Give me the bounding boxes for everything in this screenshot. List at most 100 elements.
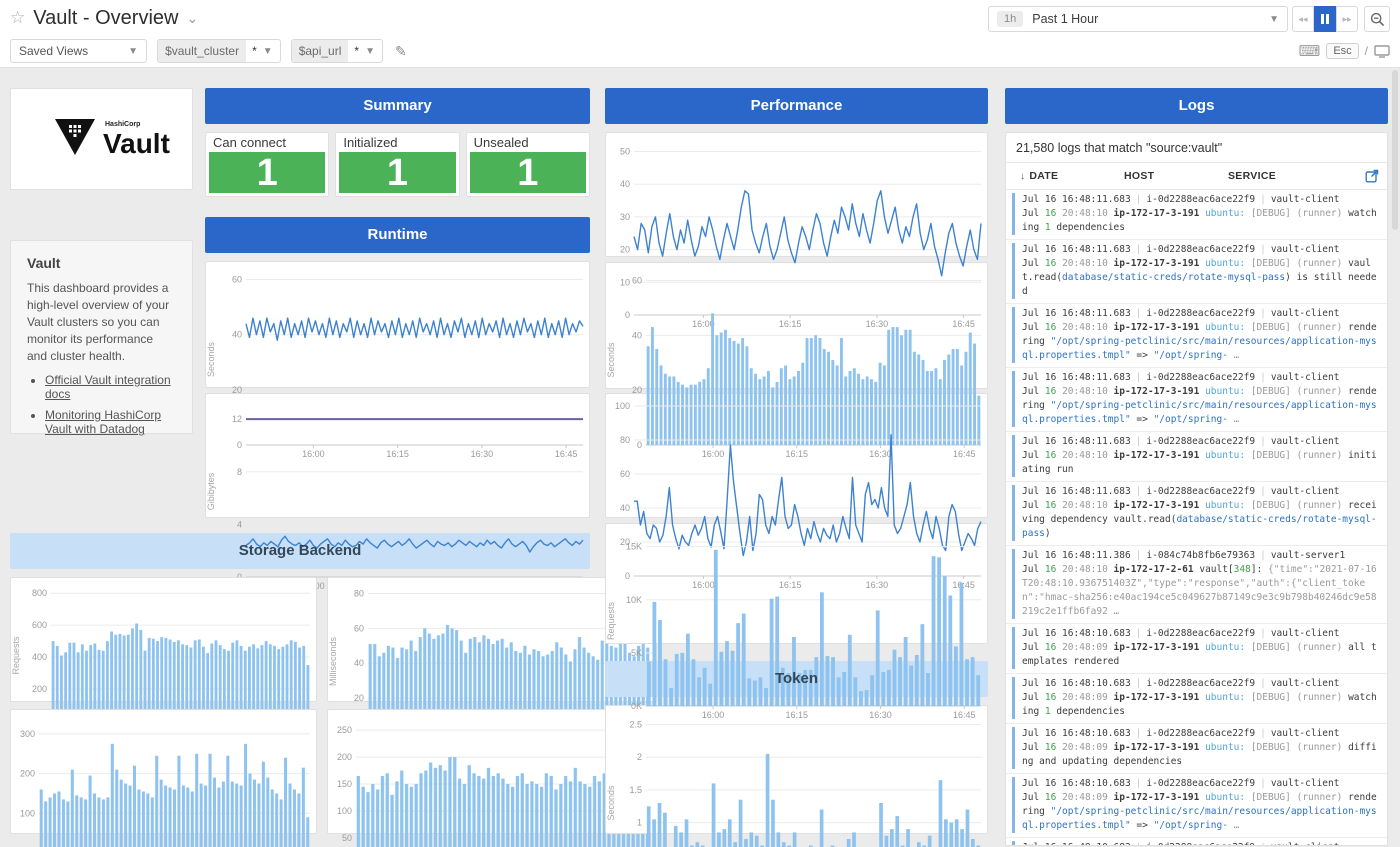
time-backward-button[interactable]: ◂◂ [1292,6,1314,32]
stat-initialized[interactable]: Initialized 1 [335,132,460,197]
stat-value: 1 [469,152,586,193]
chart-consul-delete[interactable]: Consul DELETE duration over vault_cluste… [326,709,658,847]
log-service: vault-client [1270,486,1340,497]
note-link-item: Monitoring HashiCorp Vault with Datadog [45,408,176,436]
tv-mode-icon[interactable] [1374,44,1390,58]
time-forward-button[interactable]: ▸▸ [1336,6,1358,32]
chart-number-of-login-requests[interactable]: Number of login requests over vault_clus… [605,523,988,721]
log-service: vault-server1 [1270,550,1346,561]
log-host: i-0d2288eac6ace22f9 [1146,436,1256,447]
chart-number-of-requests[interactable]: Number of requests over vault_cluster:*,… [605,262,988,460]
log-date: Jul 16 16:48:11.683 [1022,436,1131,447]
log-service: vault-client [1270,728,1340,739]
stat-value: 1 [209,152,326,193]
log-row-meta: Jul 16 16:48:11.683 | i-0d2288eac6ace22f9 |… [1022,308,1340,319]
edit-pencil-icon[interactable]: ✎ [394,42,407,59]
logs-column-date[interactable]: ↓ DATE [1020,170,1059,182]
chart-title: Consul LIST duration over vault_cluster:… [328,578,657,584]
chart-consul-put[interactable]: Consul PUT duration over vault_cluster:*… [10,709,317,847]
var-value: * [252,44,257,58]
chart-title: Number of requests over vault_cluster:*,… [606,263,987,269]
chart-token-created[interactable]: Number of token created over vault_clust… [605,705,988,847]
log-row[interactable]: Jul 16 16:48:11.386 | i-084c74b8fb6e79363 |… [1006,546,1387,624]
hashicorp-vault-logo: HashiCorp Vault [54,119,169,159]
chevron-down-icon[interactable]: ⌄ [186,9,199,26]
time-shift-buttons: ◂◂ ▸▸ [1292,6,1358,32]
dashboard-canvas: HashiCorp Vault Vault This dashboard pro… [0,68,1400,847]
stat-value: 1 [339,152,456,193]
log-rows-list: Jul 16 16:48:11.683 | i-0d2288eac6ace22f9 |… [1006,190,1387,845]
page-scrollbar[interactable] [1392,70,1398,230]
template-var-api-url[interactable]: $api_url * ▼ [290,39,383,63]
logs-column-service[interactable]: SERVICE [1228,170,1277,182]
saved-views-select[interactable]: Saved Views ▼ [10,39,148,63]
pause-button[interactable] [1314,6,1336,32]
chart-title: Consul DELETE duration over vault_cluste… [328,710,657,716]
time-range-picker[interactable]: 1h Past 1 Hour ▼ [988,6,1288,32]
template-var-vault-cluster[interactable]: $vault_cluster * ▼ [157,39,281,63]
log-row[interactable]: Jul 16 16:48:10.683|i-0d2288eac6ace22f9|… [1006,624,1387,674]
chart-gc-pause[interactable]: GC pause time over vault_cluster:*,api_u… [205,261,590,460]
log-message: Jul 16 20:48:10 ip-172-17-3-191 ubuntu: … [1022,500,1377,539]
consul-delete-chart-canvas[interactable] [327,716,657,847]
log-date: Jul 16 16:48:11.683 [1022,194,1131,205]
log-row[interactable]: Jul 16 16:48:10.683|i-0d2288eac6ace22f9|… [1006,774,1387,838]
log-row-meta: Jul 16 16:48:11.683 | i-0d2288eac6ace22f9 |… [1022,372,1340,383]
chart-allocated-memory[interactable]: Allocated memory over vault_cluster:*,ap… [205,393,590,592]
log-row[interactable]: Jul 16 16:48:10.683|i-0d2288eac6ace22f9|… [1006,724,1387,774]
chart-title: Consul GET duration over vault_cluster:*… [11,578,316,584]
log-date: Jul 16 16:48:11.683 [1022,308,1131,319]
log-row[interactable]: Jul 16 16:48:10.683|i-0d2288eac6ace22f9|… [1006,674,1387,724]
log-row[interactable]: Jul 16 16:48:11.683 | i-0d2288eac6ace22f9 |… [1006,304,1387,368]
chart-title: Request latency over vault_cluster:*,api… [606,133,987,139]
log-row[interactable]: Jul 16 16:48:10.683|i-0d2288eac6ace22f9|… [1006,838,1387,845]
summary-stats: Can connect 1 Initialized 1 Unsealed 1 [205,132,590,197]
chart-request-latency[interactable]: Request latency over vault_cluster:*,api… [605,132,988,330]
zoom-out-button[interactable] [1364,6,1390,32]
log-date: Jul 16 16:48:10.683 [1022,778,1131,789]
section-header-summary: Summary [205,88,590,124]
log-host: i-0d2288eac6ace22f9 [1146,194,1256,205]
chart-title: Consul PUT duration over vault_cluster:*… [11,710,316,716]
log-row[interactable]: Jul 16 16:48:11.683 | i-0d2288eac6ace22f9 |… [1006,482,1387,546]
log-row-meta: Jul 16 16:48:11.683 | i-0d2288eac6ace22f9 |… [1022,194,1340,205]
log-row-meta: Jul 16 16:48:10.683|i-0d2288eac6ace22f9|… [1022,628,1340,639]
note-body: This dashboard provides a high-level ove… [27,281,170,364]
logs-column-host[interactable]: HOST [1124,170,1155,182]
log-service: vault-client [1270,372,1340,383]
magnifier-minus-icon [1370,12,1384,26]
esc-keycap: Esc [1326,43,1359,59]
log-row[interactable]: Jul 16 16:48:11.683 | i-0d2288eac6ace22f9 |… [1006,432,1387,482]
chart-title: GC pause time over vault_cluster:*,api_u… [206,262,589,268]
stat-unsealed[interactable]: Unsealed 1 [465,132,590,197]
chart-title: Number of login requests over vault_clus… [606,524,987,530]
log-row[interactable]: Jul 16 16:48:11.683 | i-0d2288eac6ace22f9 |… [1006,368,1387,432]
log-message: Jul 16 20:48:10 ip-172-17-3-191 ubuntu: … [1022,450,1377,475]
open-in-log-explorer-button[interactable] [1365,169,1379,183]
consul-put-chart-canvas[interactable] [11,716,316,847]
log-date: Jul 16 16:48:11.683 [1022,244,1131,255]
log-message: Jul 16 20:48:09 ip-172-17-3-191 ubuntu: … [1022,792,1377,831]
chart-consul-get[interactable]: Consul GET duration over vault_cluster:*… [10,577,317,736]
log-row[interactable]: Jul 16 16:48:11.683 | i-0d2288eac6ace22f9 |… [1006,190,1387,240]
token-created-chart-canvas[interactable] [606,712,987,847]
log-service: vault-client [1271,842,1340,845]
log-date: Jul 16 16:48:11.683 [1022,486,1131,497]
stat-can-connect[interactable]: Can connect 1 [205,132,330,197]
keyboard-shortcut-hint: ⌨ Esc / [1299,42,1390,60]
log-row[interactable]: Jul 16 16:48:11.683 | i-0d2288eac6ace22f9 |… [1006,240,1387,304]
section-header-logs: Logs [1005,88,1388,124]
log-stream-widget: 21,580 logs that match "source:vault" ↓ D… [1005,132,1388,846]
vault-integration-docs-link[interactable]: Official Vault integration docs [45,373,171,402]
log-date: Jul 16 16:48:11.683 [1022,372,1131,383]
keyboard-icon: ⌨ [1298,43,1321,60]
favorite-star-icon[interactable]: ☆ [10,8,26,27]
log-date: Jul 16 16:48:10.683 [1022,842,1131,845]
svg-text:HashiCorp: HashiCorp [105,121,140,128]
chart-login-request-latency[interactable]: Login request latency over vault_cluster… [605,393,988,591]
log-service: vault-client [1270,194,1340,205]
log-host: i-0d2288eac6ace22f9 [1146,728,1256,739]
monitoring-vault-link[interactable]: Monitoring HashiCorp Vault with Datadog [45,408,162,437]
log-host: i-0d2288eac6ace22f9 [1146,842,1255,845]
log-row-meta: Jul 16 16:48:10.683|i-0d2288eac6ace22f9|… [1022,841,1379,845]
